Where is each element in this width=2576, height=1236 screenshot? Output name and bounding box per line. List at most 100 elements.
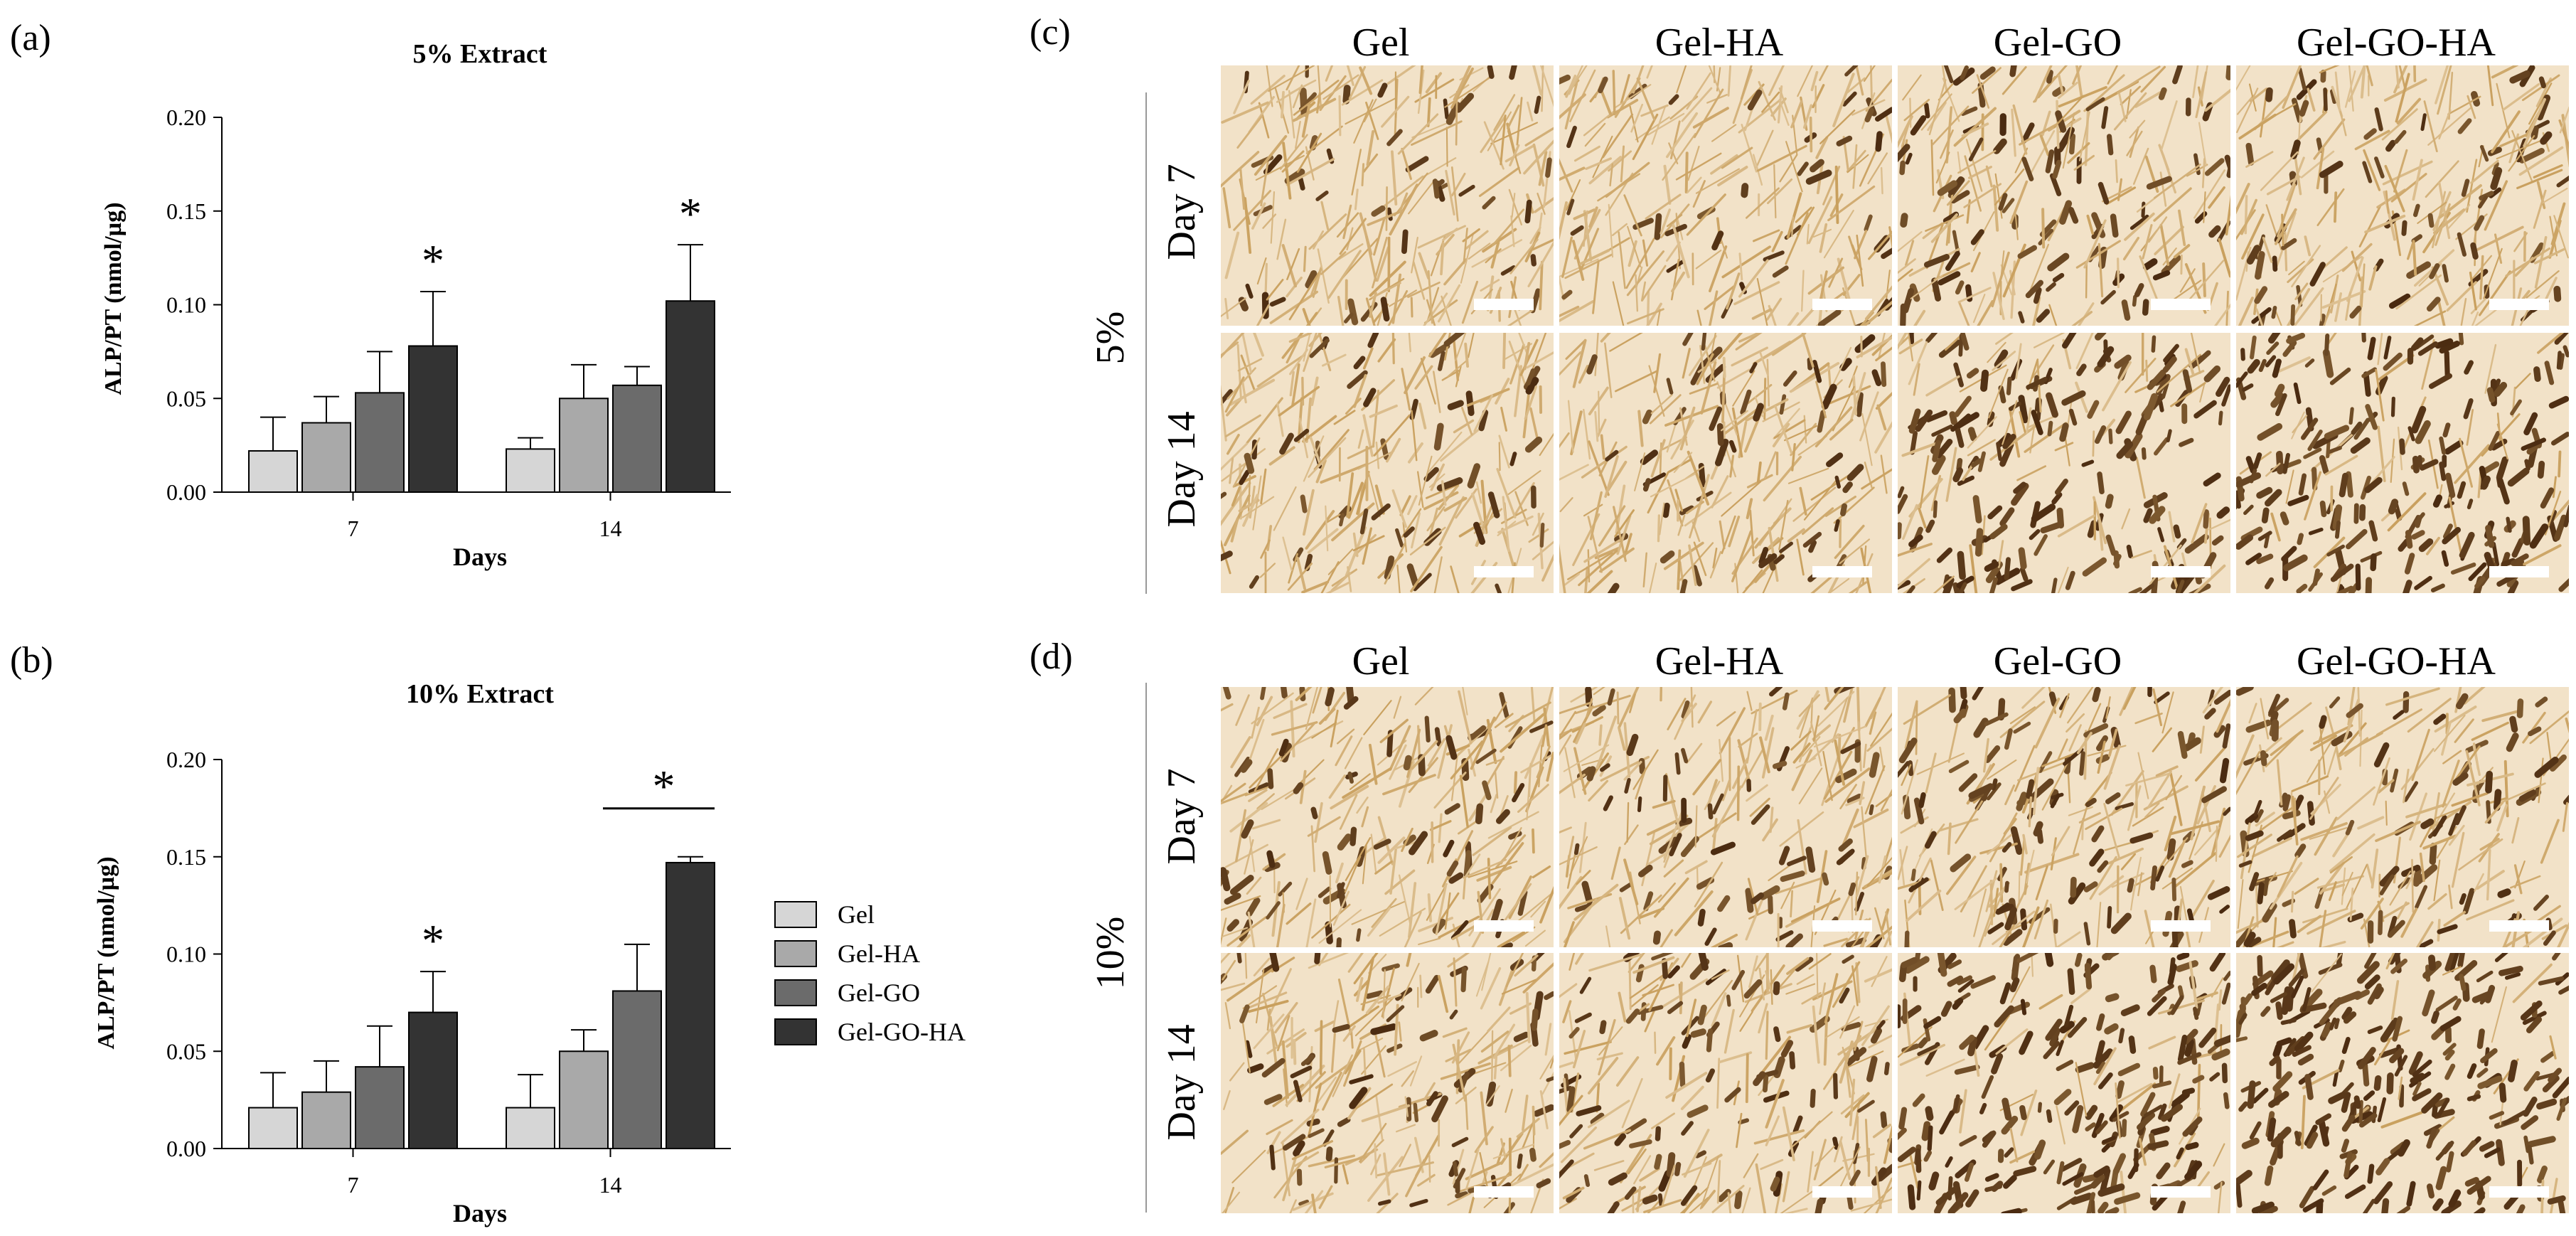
micrograph-gel-day-7 — [1221, 687, 1554, 947]
micrograph-gel-go-ha-day-7 — [2236, 687, 2569, 947]
column-header-gel-go-ha: Gel-GO-HA — [2297, 21, 2496, 65]
bar-gel-go-ha-day-14 — [666, 861, 715, 1149]
scale-bar — [1812, 299, 1872, 310]
micrograph-gel-go-ha-day-14 — [2236, 953, 2569, 1213]
micrograph-panel-5-percent: 5% Day 7 Day 14 Gel Gel-HA Gel-GO Gel-GO… — [1089, 21, 2569, 594]
cell-stain-pattern — [1221, 65, 1554, 326]
micrograph-background — [2236, 65, 2569, 326]
micrograph-gel-day-14 — [1221, 333, 1554, 593]
y-tick-label: 0.20 — [166, 747, 206, 772]
legend-item-gel-go: Gel-GO — [774, 979, 920, 1007]
column-header-gel-go: Gel-GO — [1994, 639, 2122, 683]
legend: Gel Gel-HA Gel-GO Gel-GO-HA — [774, 900, 966, 1046]
scale-bar — [2489, 299, 2549, 310]
micrograph-gel-go-day-14 — [1898, 953, 2230, 1213]
panel-label-d: (d) — [1030, 636, 1073, 677]
row-label-day-14: Day 14 — [1160, 1024, 1204, 1140]
y-axis-label: ALP/PT (nmol/µg) — [93, 856, 119, 1049]
cell-stain-pattern — [1559, 65, 1892, 326]
chart-5-percent-extract: 5% Extract ALP/PT (nmol/µg) Days 0.00 0.0… — [100, 39, 731, 571]
scale-bar — [1474, 299, 1534, 310]
legend-item-gel-ha: Gel-HA — [774, 939, 920, 968]
bar-gel-day-14 — [506, 448, 555, 494]
y-tick-label: 0.15 — [166, 198, 206, 224]
micrograph-gel-go-ha-day-7 — [2236, 65, 2569, 326]
concentration-label: 5% — [1089, 311, 1133, 365]
chart-10-percent-extract: 10% Extract ALP/PT (nmol/µg) Days 0.00 0.… — [93, 679, 731, 1227]
scale-bar — [1474, 920, 1534, 932]
column-header-gel-go: Gel-GO — [1994, 21, 2122, 65]
legend-swatch — [774, 979, 817, 1006]
significance-marker: * — [679, 188, 702, 239]
legend-swatch — [774, 1018, 817, 1045]
significance-marker: * — [422, 915, 444, 966]
scale-bar — [2151, 566, 2211, 577]
legend-label: Gel-GO — [838, 979, 920, 1007]
x-tick-label: 7 — [348, 1172, 359, 1198]
micrograph-gel-ha-day-14 — [1559, 333, 1892, 593]
scale-bar — [2151, 1186, 2211, 1198]
y-axis-label: ALP/PT (nmol/µg) — [100, 202, 127, 395]
scale-bar — [2489, 1186, 2549, 1198]
bar-gel-go-ha-day-7 — [408, 1011, 458, 1150]
micrograph-gel-ha-day-14 — [1559, 953, 1892, 1213]
micrograph-gel-day-7 — [1221, 65, 1554, 326]
y-tick-label: 0.10 — [166, 292, 206, 318]
bar-gel-go-day-14 — [612, 384, 662, 493]
cell-stain-pattern — [2236, 333, 2569, 593]
y-tick-label: 0.10 — [166, 942, 206, 967]
scale-bar — [2489, 566, 2549, 577]
row-label-day-7: Day 7 — [1160, 164, 1204, 260]
micrograph-gel-go-day-7 — [1898, 687, 2230, 947]
x-tick-label: 14 — [599, 1172, 622, 1198]
scale-bar — [1812, 920, 1872, 932]
legend-label: Gel-GO-HA — [838, 1018, 966, 1046]
row-label-day-7: Day 7 — [1160, 768, 1204, 864]
bar-gel-day-7 — [248, 1107, 298, 1149]
column-header-gel-go-ha: Gel-GO-HA — [2297, 639, 2496, 683]
y-tick-label: 0.00 — [166, 1136, 206, 1161]
legend-swatch — [774, 901, 817, 928]
y-tick-label: 0.20 — [166, 105, 206, 130]
micrograph-background — [1221, 333, 1554, 593]
scale-bar — [1474, 566, 1534, 577]
significance-marker: * — [422, 235, 444, 286]
y-tick-label: 0.15 — [166, 844, 206, 870]
legend-label: Gel-HA — [838, 939, 920, 968]
scale-bar — [1812, 1186, 1872, 1198]
scale-bar — [2151, 920, 2211, 932]
legend-swatch — [774, 940, 817, 967]
micrograph-gel-ha-day-7 — [1559, 687, 1892, 947]
cell-stain-pattern — [1559, 333, 1892, 593]
cell-stain-pattern — [1898, 333, 2230, 593]
concentration-label: 10% — [1089, 917, 1133, 990]
cell-stain-pattern — [1221, 333, 1554, 593]
micrograph-panel-10-percent: 10% Day 7 Day 14 Gel Gel-HA Gel-GO Gel-G… — [1089, 639, 2569, 1213]
bar-gel-go-day-7 — [355, 392, 405, 493]
bar-gel-ha-day-7 — [301, 1091, 351, 1150]
panel-label-b: (b) — [10, 640, 53, 681]
column-header-gel-ha: Gel-HA — [1655, 639, 1784, 683]
micrograph-background — [1559, 687, 1892, 947]
cell-stain-pattern — [2236, 953, 2569, 1213]
column-header-gel: Gel — [1352, 21, 1410, 65]
cell-stain-pattern — [1898, 65, 2230, 326]
cell-stain-pattern — [1221, 953, 1554, 1213]
bar-gel-day-14 — [506, 1107, 555, 1149]
cell-stain-pattern — [1898, 953, 2230, 1213]
cell-stain-pattern — [2236, 687, 2569, 947]
x-axis-label: Days — [453, 1199, 507, 1227]
scale-bar — [2489, 920, 2549, 932]
scale-bar — [1474, 1186, 1534, 1198]
y-tick-label: 0.05 — [166, 1038, 206, 1064]
cell-stain-pattern — [1221, 687, 1554, 947]
x-tick-label: 7 — [348, 516, 359, 541]
micrograph-gel-ha-day-7 — [1559, 65, 1892, 326]
bar-gel-go-ha-day-14 — [666, 300, 715, 493]
micrograph-gel-go-day-14 — [1898, 333, 2230, 593]
bar-gel-ha-day-14 — [559, 398, 609, 493]
panel-label-c: (c) — [1030, 12, 1071, 53]
column-header-gel: Gel — [1352, 639, 1410, 683]
cell-stain-pattern — [1559, 953, 1892, 1213]
